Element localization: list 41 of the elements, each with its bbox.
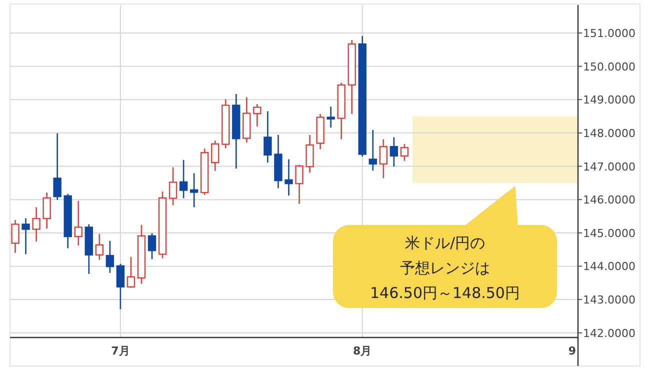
y-tick-label: 148.0000 [583,126,636,140]
candlestick [264,110,272,164]
y-tick-label: 145.0000 [583,226,636,240]
candlestick [106,240,114,274]
y-tick-label: 142.0000 [583,326,636,340]
candlestick [116,263,125,310]
y-tick-label: 147.0000 [583,160,636,174]
candlestick [148,232,156,260]
candlestick [368,129,377,172]
y-tick-label: 151.0000 [583,26,636,40]
candlestick [74,200,82,246]
y-tick-label: 149.0000 [583,94,636,107]
candlestick [179,159,188,199]
candlestick [22,218,30,255]
candlestick [42,192,51,230]
y-tick-label: 143.0000 [583,294,636,307]
candlestick [53,132,62,201]
y-tick-label: 150.0000 [583,60,636,74]
candlestick [379,138,388,179]
candlestick [126,256,136,289]
candlestick [32,206,40,242]
x-tick-label: 8月 [353,344,372,358]
candlestick [400,143,409,162]
x-tick-label: 7月 [111,344,130,358]
y-tick-label: 144.0000 [583,260,636,274]
annotation: 米ドル/円の [404,234,486,252]
candlestick [390,136,398,168]
candlestick [295,164,304,205]
candlestick [284,158,293,196]
y-tick-label: 146.0000 [583,194,636,207]
candlestick [168,166,178,206]
candlestick [326,106,335,128]
candlestick [211,140,220,172]
candlestick [95,233,104,261]
annotation: 予想レンジは [400,259,490,277]
candlestick [11,219,20,254]
candlestick [190,172,198,208]
candlestick [253,103,262,128]
x-tick-label: 9 [568,344,576,358]
candlestick [306,134,314,174]
annotation: 146.50円～148.50円 [370,284,520,302]
